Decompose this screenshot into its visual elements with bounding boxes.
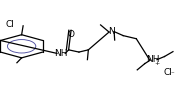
Text: N: N bbox=[108, 27, 115, 36]
Text: +: + bbox=[154, 61, 160, 66]
Text: NH: NH bbox=[146, 55, 160, 64]
Text: O: O bbox=[67, 30, 74, 39]
Text: Cl: Cl bbox=[6, 19, 15, 29]
Text: Cl: Cl bbox=[164, 68, 173, 78]
Text: NH: NH bbox=[54, 49, 68, 58]
Text: ⁻: ⁻ bbox=[170, 71, 174, 77]
